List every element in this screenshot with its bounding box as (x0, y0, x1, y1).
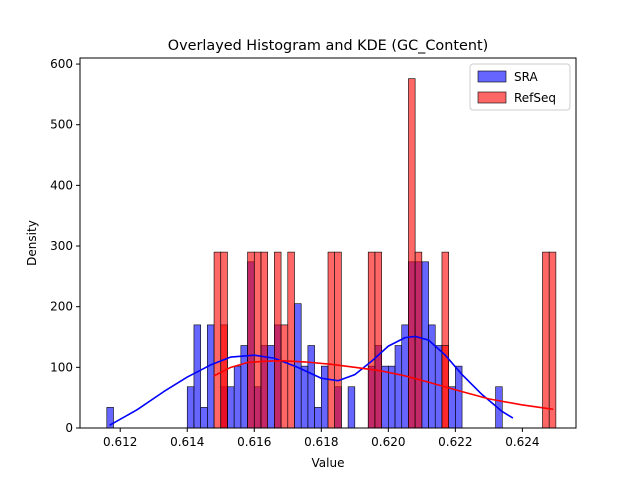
refseq-bar-12 (374, 251, 382, 429)
plot-area (79, 57, 577, 429)
sra-bar-4 (207, 324, 215, 429)
x-tick-label: 0.614 (170, 435, 204, 449)
refseq-bar-11 (367, 251, 376, 429)
sra-kde-line (109, 335, 514, 426)
sra-bar-24 (388, 365, 396, 429)
y-tick-label: 200 (50, 300, 73, 314)
x-tick-label: 0.618 (304, 435, 338, 449)
legend-label-sra: SRA (514, 70, 538, 84)
refseq-bar-0 (213, 251, 222, 429)
refseq-bar-14 (414, 251, 423, 429)
chart-title: Overlayed Histogram and KDE (GC_Content) (168, 38, 488, 54)
x-tick-label: 0.622 (438, 435, 472, 449)
sra-bar-6 (227, 386, 235, 429)
sra-bar-31 (434, 345, 443, 429)
refseq-bar-10 (334, 251, 342, 429)
sra-bar-32 (448, 386, 456, 429)
refseq-bar-18 (548, 251, 557, 429)
sra-bar-29 (421, 261, 429, 429)
legend-label-refseq: RefSeq (514, 91, 556, 105)
x-tick-label: 0.616 (237, 435, 271, 449)
sra-bar-23 (381, 365, 389, 429)
x-tick-label: 0.624 (505, 435, 539, 449)
sra-bar-2 (193, 324, 201, 429)
refseq-bar-2 (220, 251, 228, 429)
refseq-bar-4 (253, 251, 262, 429)
sra-bar-25 (394, 345, 403, 429)
refseq-bar-7 (280, 324, 289, 429)
legend-swatch-refseq (477, 91, 507, 104)
sra-bar-15 (300, 365, 309, 429)
plot-frame (79, 57, 577, 429)
sra-bar-20 (347, 386, 356, 429)
sra-bar-16 (307, 345, 315, 429)
refseq-kde-line (213, 359, 554, 411)
refseq-bars (213, 78, 557, 429)
refseq-bar-13 (408, 78, 416, 429)
legend-swatch-sra (477, 70, 507, 83)
y-tick-label: 300 (50, 239, 73, 253)
y-axis: 0 100 200 300 400 500 600 (50, 57, 80, 435)
sra-bar-33 (455, 365, 463, 429)
y-tick-label: 100 (50, 360, 73, 374)
y-axis-label: Density (25, 220, 39, 266)
bars-layer (106, 78, 557, 429)
sra-bar-7 (233, 365, 242, 429)
sra-bar-8 (240, 345, 248, 429)
sra-bar-18 (320, 365, 329, 429)
x-axis: 0.612 0.614 0.616 0.618 0.620 0.622 0.624 (103, 428, 540, 449)
refseq-bar-3 (247, 251, 255, 429)
refseq-bar-5 (260, 251, 268, 429)
y-tick-label: 0 (65, 421, 73, 435)
y-tick-label: 400 (50, 178, 73, 192)
refseq-bar-8 (287, 251, 295, 429)
refseq-bar-9 (327, 251, 335, 429)
y-tick-label: 500 (50, 118, 73, 132)
legend: SRA RefSeq (469, 63, 571, 111)
x-axis-label: Value (312, 456, 345, 470)
sra-bar-1 (186, 386, 195, 429)
refseq-bar-17 (542, 251, 550, 429)
x-tick-label: 0.612 (103, 435, 137, 449)
sra-bar-17 (314, 407, 322, 429)
refseq-bar-6 (274, 251, 282, 429)
sra-bar-3 (200, 407, 208, 429)
kde-layer (109, 335, 554, 426)
x-tick-label: 0.620 (371, 435, 405, 449)
y-tick-label: 600 (50, 57, 73, 71)
